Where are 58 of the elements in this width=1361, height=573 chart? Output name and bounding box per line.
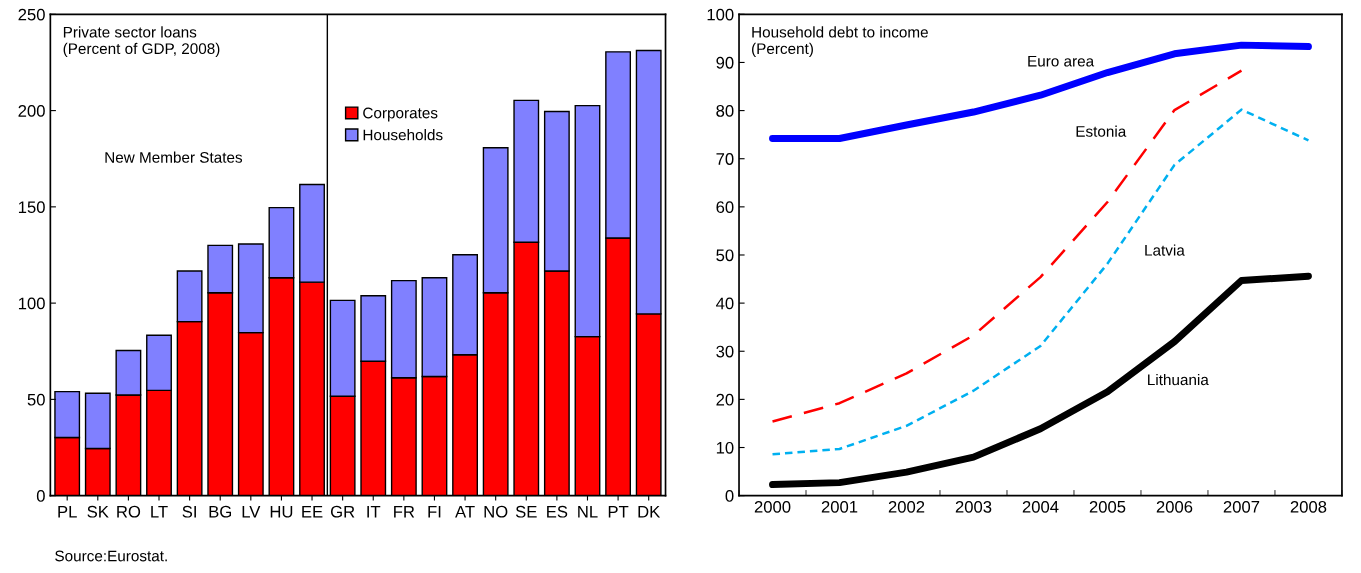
series-label: Lithuania xyxy=(1148,373,1209,386)
x-tick-label: LT xyxy=(151,505,168,518)
y-tick-label: 0 xyxy=(36,490,45,502)
x-tick-label: FR xyxy=(394,505,415,518)
x-tick-label: BG xyxy=(209,505,232,518)
x-tick-label: 2008 xyxy=(1290,500,1327,513)
source-note: Source:Eurostat. xyxy=(55,550,167,562)
y-tick-label: 60 xyxy=(716,201,734,214)
x-tick-label: DK xyxy=(638,505,661,518)
x-tick-label: PT xyxy=(608,505,629,518)
y-tick-label: 90 xyxy=(716,56,734,69)
x-tick-label: 2007 xyxy=(1223,500,1260,513)
x-tick-label: ES xyxy=(547,505,568,518)
line-series xyxy=(771,108,1310,456)
x-tick-label: 2005 xyxy=(1089,500,1126,513)
x-tick-label: IT xyxy=(367,505,381,518)
x-tick-label: GR xyxy=(330,505,355,518)
line-series xyxy=(771,69,1243,423)
x-tick-label: 2000 xyxy=(754,500,791,513)
x-tick-label: HU xyxy=(270,505,293,518)
series-label: Euro area xyxy=(1028,55,1095,67)
x-tick-label: NO xyxy=(484,505,508,518)
x-tick-label: 2002 xyxy=(888,500,925,513)
x-tick-label: AT xyxy=(455,505,475,518)
text: Household debt to income (Percent) xyxy=(752,26,928,58)
x-tick-label: NL xyxy=(578,505,598,518)
y-tick-label: 50 xyxy=(716,249,734,262)
y-tick-label: 50 xyxy=(27,393,45,406)
x-tick-label: RO xyxy=(117,505,141,518)
x-tick-label: LV xyxy=(242,505,261,518)
text: Private sector loans (Percent of GDP, 2008) xyxy=(63,26,220,58)
series-label: Estonia xyxy=(1076,125,1127,137)
x-tick-label: SI xyxy=(182,505,196,518)
y-tick-label: 0 xyxy=(725,490,734,502)
x-tick-label: EE xyxy=(302,505,323,518)
y-tick-label: 200 xyxy=(18,104,45,117)
x-tick-label: 2001 xyxy=(821,500,858,513)
legend-label: Households xyxy=(363,129,443,141)
y-tick-label: 150 xyxy=(18,201,45,214)
series-label: Latvia xyxy=(1145,244,1185,256)
y-tick-label: 250 xyxy=(18,8,45,21)
x-tick-label: 2004 xyxy=(1022,500,1059,513)
x-tick-label: PL xyxy=(58,505,77,518)
y-tick-label: 100 xyxy=(707,8,734,21)
x-tick-label: SK xyxy=(87,505,109,518)
y-tick-label: 70 xyxy=(716,153,734,165)
y-tick-label: 100 xyxy=(18,297,45,310)
y-tick-label: 40 xyxy=(716,297,734,310)
x-tick-label: SE xyxy=(515,505,537,518)
y-tick-label: 10 xyxy=(716,441,734,454)
legend-label: Corporates xyxy=(363,107,438,122)
x-tick-label: 2006 xyxy=(1156,500,1193,513)
y-tick-label: 80 xyxy=(716,104,734,117)
y-tick-label: 30 xyxy=(716,345,734,358)
x-tick-label: FI xyxy=(428,505,441,518)
y-tick-label: 20 xyxy=(716,393,734,406)
x-tick-label: 2003 xyxy=(955,500,992,513)
annotation: New Member States xyxy=(105,151,243,163)
